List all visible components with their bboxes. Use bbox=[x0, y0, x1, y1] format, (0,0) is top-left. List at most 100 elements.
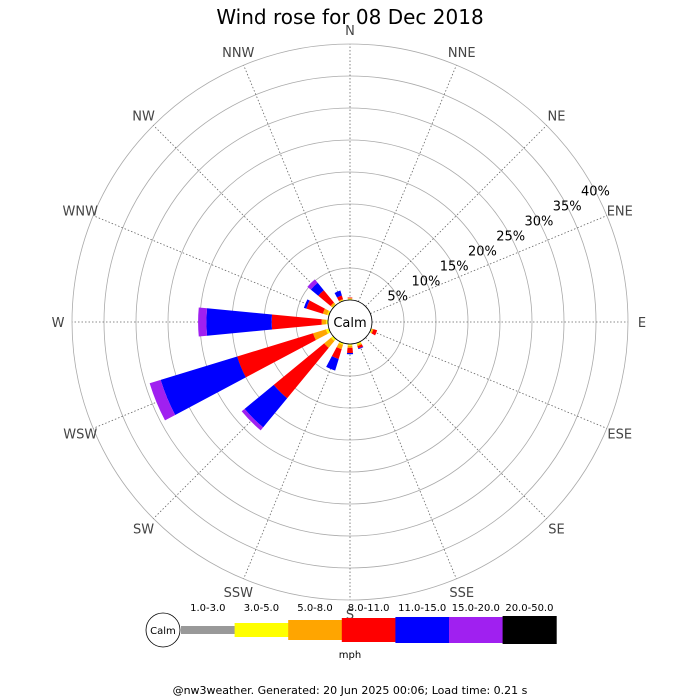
radial-tick-40%: 40% bbox=[581, 184, 610, 199]
petal-nnw-8.0-11.0 bbox=[336, 295, 344, 301]
wind-petals bbox=[149, 279, 378, 431]
petal-wnw-5.0-8.0 bbox=[322, 308, 329, 316]
direction-label-nw: NW bbox=[132, 110, 155, 125]
legend-label-11.0-15.0: 11.0-15.0 bbox=[398, 603, 446, 614]
petal-ssw-3.0-5.0 bbox=[338, 341, 344, 345]
direction-label-ene: ENE bbox=[607, 204, 633, 219]
petal-sse-11.0-15.0 bbox=[358, 346, 364, 350]
petal-sse-5.0-8.0 bbox=[356, 343, 362, 347]
radial-tick-labels: 5%10%15%20%25%30%35%40% bbox=[387, 184, 610, 304]
petal-w-8.0-11.0 bbox=[271, 314, 322, 330]
spoke-wnw bbox=[93, 215, 330, 314]
petal-ese-3.0-5.0 bbox=[369, 328, 373, 333]
petal-nnw-11.0-15.0 bbox=[334, 290, 342, 298]
spoke-ne bbox=[365, 125, 547, 307]
legend-label-20.0-50.0: 20.0-50.0 bbox=[505, 603, 553, 614]
petal-ssw-5.0-8.0 bbox=[336, 343, 344, 350]
legend-swatch-5.0-8.0 bbox=[288, 620, 343, 640]
spoke-nw bbox=[153, 125, 335, 307]
legend-label-15.0-20.0: 15.0-20.0 bbox=[452, 603, 500, 614]
petal-wsw-15.0-20.0 bbox=[149, 379, 176, 421]
legend-swatch-11.0-15.0 bbox=[395, 617, 450, 643]
spoke-ssw bbox=[243, 342, 342, 579]
direction-label-sw: SW bbox=[133, 522, 154, 537]
petal-wsw-5.0-8.0 bbox=[313, 329, 328, 341]
petal-sse-3.0-5.0 bbox=[356, 341, 362, 345]
direction-label-s: S bbox=[346, 608, 354, 623]
petal-wnw-3.0-5.0 bbox=[327, 310, 331, 316]
radial-tick-15%: 15% bbox=[440, 260, 469, 275]
petal-sw-5.0-8.0 bbox=[324, 337, 335, 348]
legend-label-8.0-11.0: 8.0-11.0 bbox=[348, 603, 390, 614]
spoke-ene bbox=[370, 215, 607, 314]
petal-wsw-8.0-11.0 bbox=[237, 333, 316, 378]
legend-swatch-8.0-11.0 bbox=[341, 618, 396, 642]
petal-s-11.0-15.0 bbox=[346, 352, 354, 355]
footer-text: @nw3weather. Generated: 20 Jun 2025 00:0… bbox=[172, 684, 528, 697]
direction-label-nne: NNE bbox=[448, 46, 476, 61]
petal-nw-15.0-20.0 bbox=[307, 279, 318, 290]
petal-nw-3.0-5.0 bbox=[332, 304, 336, 308]
petal-s-3.0-5.0 bbox=[347, 344, 353, 346]
legend-swatch-1.0-3.0 bbox=[181, 626, 236, 634]
spoke-nne bbox=[358, 65, 457, 302]
radial-tick-5%: 5% bbox=[387, 290, 408, 305]
petal-wnw-11.0-15.0 bbox=[303, 299, 310, 309]
petal-s-8.0-11.0 bbox=[347, 347, 353, 353]
legend-label-3.0-5.0: 3.0-5.0 bbox=[244, 603, 279, 614]
spoke-ese bbox=[370, 330, 607, 429]
chart-title: Wind rose for 08 Dec 2018 bbox=[216, 5, 484, 29]
petal-wsw-11.0-15.0 bbox=[160, 356, 246, 415]
legend-swatch-15.0-20.0 bbox=[449, 617, 504, 643]
spoke-se bbox=[365, 337, 547, 519]
petal-n-8.0-11.0 bbox=[347, 297, 353, 299]
petal-s-5.0-8.0 bbox=[347, 345, 353, 348]
spoke-sse bbox=[358, 342, 457, 579]
petal-nw-8.0-11.0 bbox=[318, 290, 334, 306]
petal-w-11.0-15.0 bbox=[206, 308, 273, 336]
petal-sw-11.0-15.0 bbox=[244, 384, 288, 428]
legend-label-5.0-8.0: 5.0-8.0 bbox=[297, 603, 332, 614]
direction-labels: N NNE NE ENE E ESE SE SSE S SSW SW WSW W WNW NW NNW bbox=[52, 24, 647, 623]
petal-ssw-8.0-11.0 bbox=[331, 347, 342, 359]
legend-label-1.0-3.0: 1.0-3.0 bbox=[190, 603, 225, 614]
petal-w-3.0-5.0 bbox=[326, 319, 328, 325]
radial-tick-35%: 35% bbox=[553, 200, 582, 215]
petal-n-5.0-8.0 bbox=[347, 298, 353, 299]
petal-sw-3.0-5.0 bbox=[331, 336, 336, 341]
radial-tick-25%: 25% bbox=[496, 230, 525, 245]
petal-nw-11.0-15.0 bbox=[310, 282, 324, 296]
petal-sw-8.0-11.0 bbox=[273, 343, 329, 399]
direction-label-ne: NE bbox=[547, 110, 565, 125]
radial-tick-10%: 10% bbox=[411, 275, 440, 290]
petal-nnw-3.0-5.0 bbox=[339, 299, 344, 303]
legend-unit-label: mph bbox=[339, 650, 361, 661]
radial-tick-30%: 30% bbox=[524, 215, 553, 230]
petal-nw-5.0-8.0 bbox=[330, 302, 336, 308]
petal-ssw-11.0-15.0 bbox=[326, 356, 339, 371]
petal-nnw-5.0-8.0 bbox=[338, 299, 344, 302]
petal-n-3.0-5.0 bbox=[347, 298, 353, 300]
direction-label-ssw: SSW bbox=[224, 586, 254, 601]
petal-wsw-3.0-5.0 bbox=[325, 328, 331, 334]
petal-ese-8.0-11.0 bbox=[371, 329, 378, 336]
direction-label-w: W bbox=[52, 316, 65, 331]
petal-wnw-8.0-11.0 bbox=[306, 300, 325, 314]
legend-swatch-3.0-5.0 bbox=[234, 623, 289, 637]
direction-label-ese: ESE bbox=[607, 428, 632, 443]
direction-label-sse: SSE bbox=[449, 586, 474, 601]
petal-sw-15.0-20.0 bbox=[241, 408, 264, 431]
spoke-nnw bbox=[243, 65, 342, 302]
direction-label-n: N bbox=[345, 24, 355, 39]
petal-w-5.0-8.0 bbox=[321, 319, 327, 325]
grid-circle-25% bbox=[167, 139, 533, 505]
direction-label-se: SE bbox=[548, 522, 564, 537]
legend-calm-label: Calm bbox=[150, 626, 176, 637]
direction-label-e: E bbox=[638, 316, 646, 331]
direction-label-wnw: WNW bbox=[63, 204, 99, 219]
calm-circle: Calm bbox=[327, 299, 373, 345]
speed-legend: Calm 1.0-3.0 3.0-5.0 5.0-8.0 8.0-11.0 11.0-15… bbox=[145, 603, 557, 661]
legend-calm-circle bbox=[145, 612, 181, 648]
calm-label: Calm bbox=[333, 316, 366, 331]
